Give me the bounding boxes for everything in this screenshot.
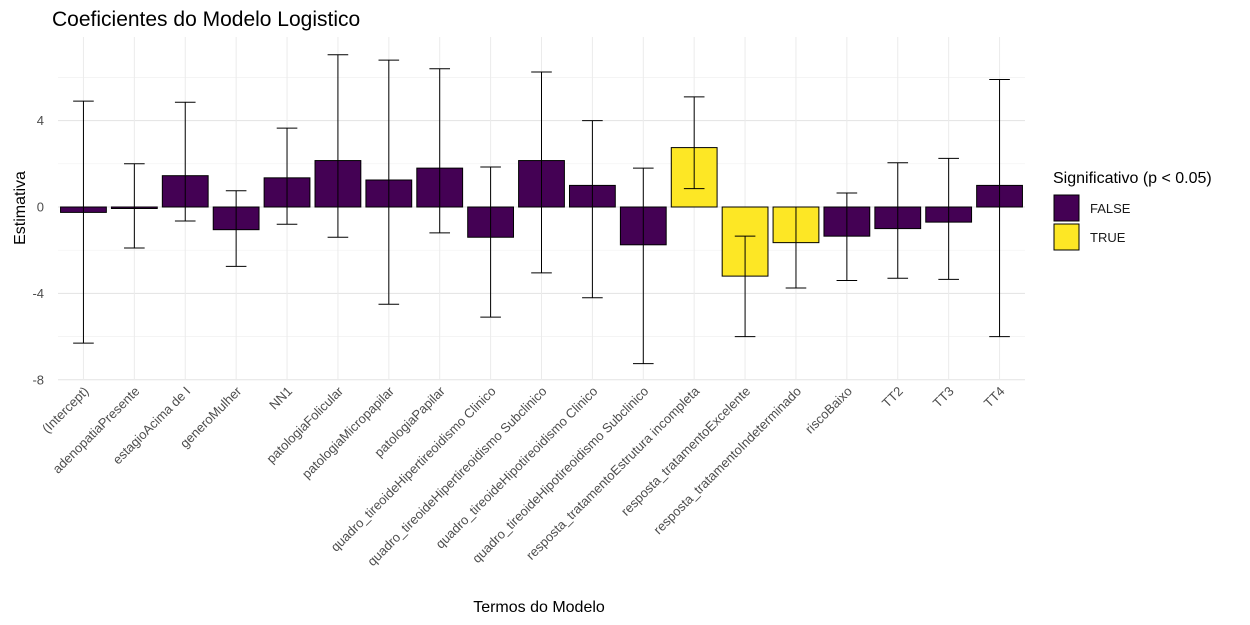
- legend: Significativo (p < 0.05) FALSE TRUE: [1053, 170, 1212, 251]
- y-axis-title: Estimativa: [12, 171, 29, 245]
- x-tick-label: TT4: [981, 384, 1008, 411]
- x-tick-label: quadro_tireoideHipertireoidismo Subclini…: [364, 384, 549, 569]
- x-tick-label: quadro_tireoideHipotireoidismo Subclinic…: [469, 384, 651, 566]
- error-bars: [73, 54, 1010, 365]
- legend-key-false: [1053, 194, 1080, 222]
- error-bar: [480, 166, 501, 318]
- error-bar: [73, 100, 94, 344]
- error-bar: [938, 157, 959, 280]
- error-bar: [989, 79, 1010, 338]
- error-bar: [429, 68, 451, 234]
- error-bar: [225, 190, 247, 267]
- error-bar: [124, 163, 145, 249]
- x-tick-label: patologiaMicropapilar: [299, 383, 397, 481]
- x-tick-label: NN1: [266, 384, 295, 413]
- error-bar: [276, 127, 298, 225]
- error-bar: [734, 235, 756, 338]
- error-bar: [683, 96, 705, 190]
- y-axis-ticks: -8 -4 0 4: [32, 113, 44, 387]
- x-tick-label: resposta_tratamentoEstrutura incompleta: [523, 383, 703, 563]
- error-bar: [378, 59, 400, 305]
- y-tick-label: -8: [32, 372, 44, 387]
- legend-title: Significativo (p < 0.05): [1053, 170, 1212, 187]
- x-axis-title: Termos do Modelo: [473, 599, 605, 616]
- x-tick-label: adenopatiaPresente: [50, 384, 143, 477]
- error-bar: [632, 167, 654, 365]
- error-bar: [785, 206, 807, 289]
- y-tick-label: -4: [32, 286, 44, 301]
- x-tick-label: riscoBaixo: [802, 384, 855, 437]
- error-bar: [836, 192, 858, 281]
- error-bar: [887, 162, 909, 279]
- legend-label-true: TRUE: [1090, 230, 1126, 245]
- legend-label-false: FALSE: [1090, 201, 1131, 216]
- x-axis-ticks: (Intercept)adenopatiaPresenteestagioAcim…: [39, 383, 1008, 569]
- error-bar: [174, 101, 196, 222]
- x-tick-label: TT2: [879, 384, 906, 411]
- chart-title: Coeficientes do Modelo Logistico: [52, 8, 360, 31]
- y-tick-label: 4: [37, 113, 44, 128]
- y-tick-label: 0: [37, 200, 44, 215]
- error-bar: [531, 71, 552, 274]
- x-tick-label: TT3: [930, 384, 957, 411]
- x-tick-label: (Intercept): [39, 384, 92, 437]
- error-bar: [582, 120, 603, 299]
- legend-key-true: [1053, 223, 1080, 251]
- error-bar: [327, 54, 349, 238]
